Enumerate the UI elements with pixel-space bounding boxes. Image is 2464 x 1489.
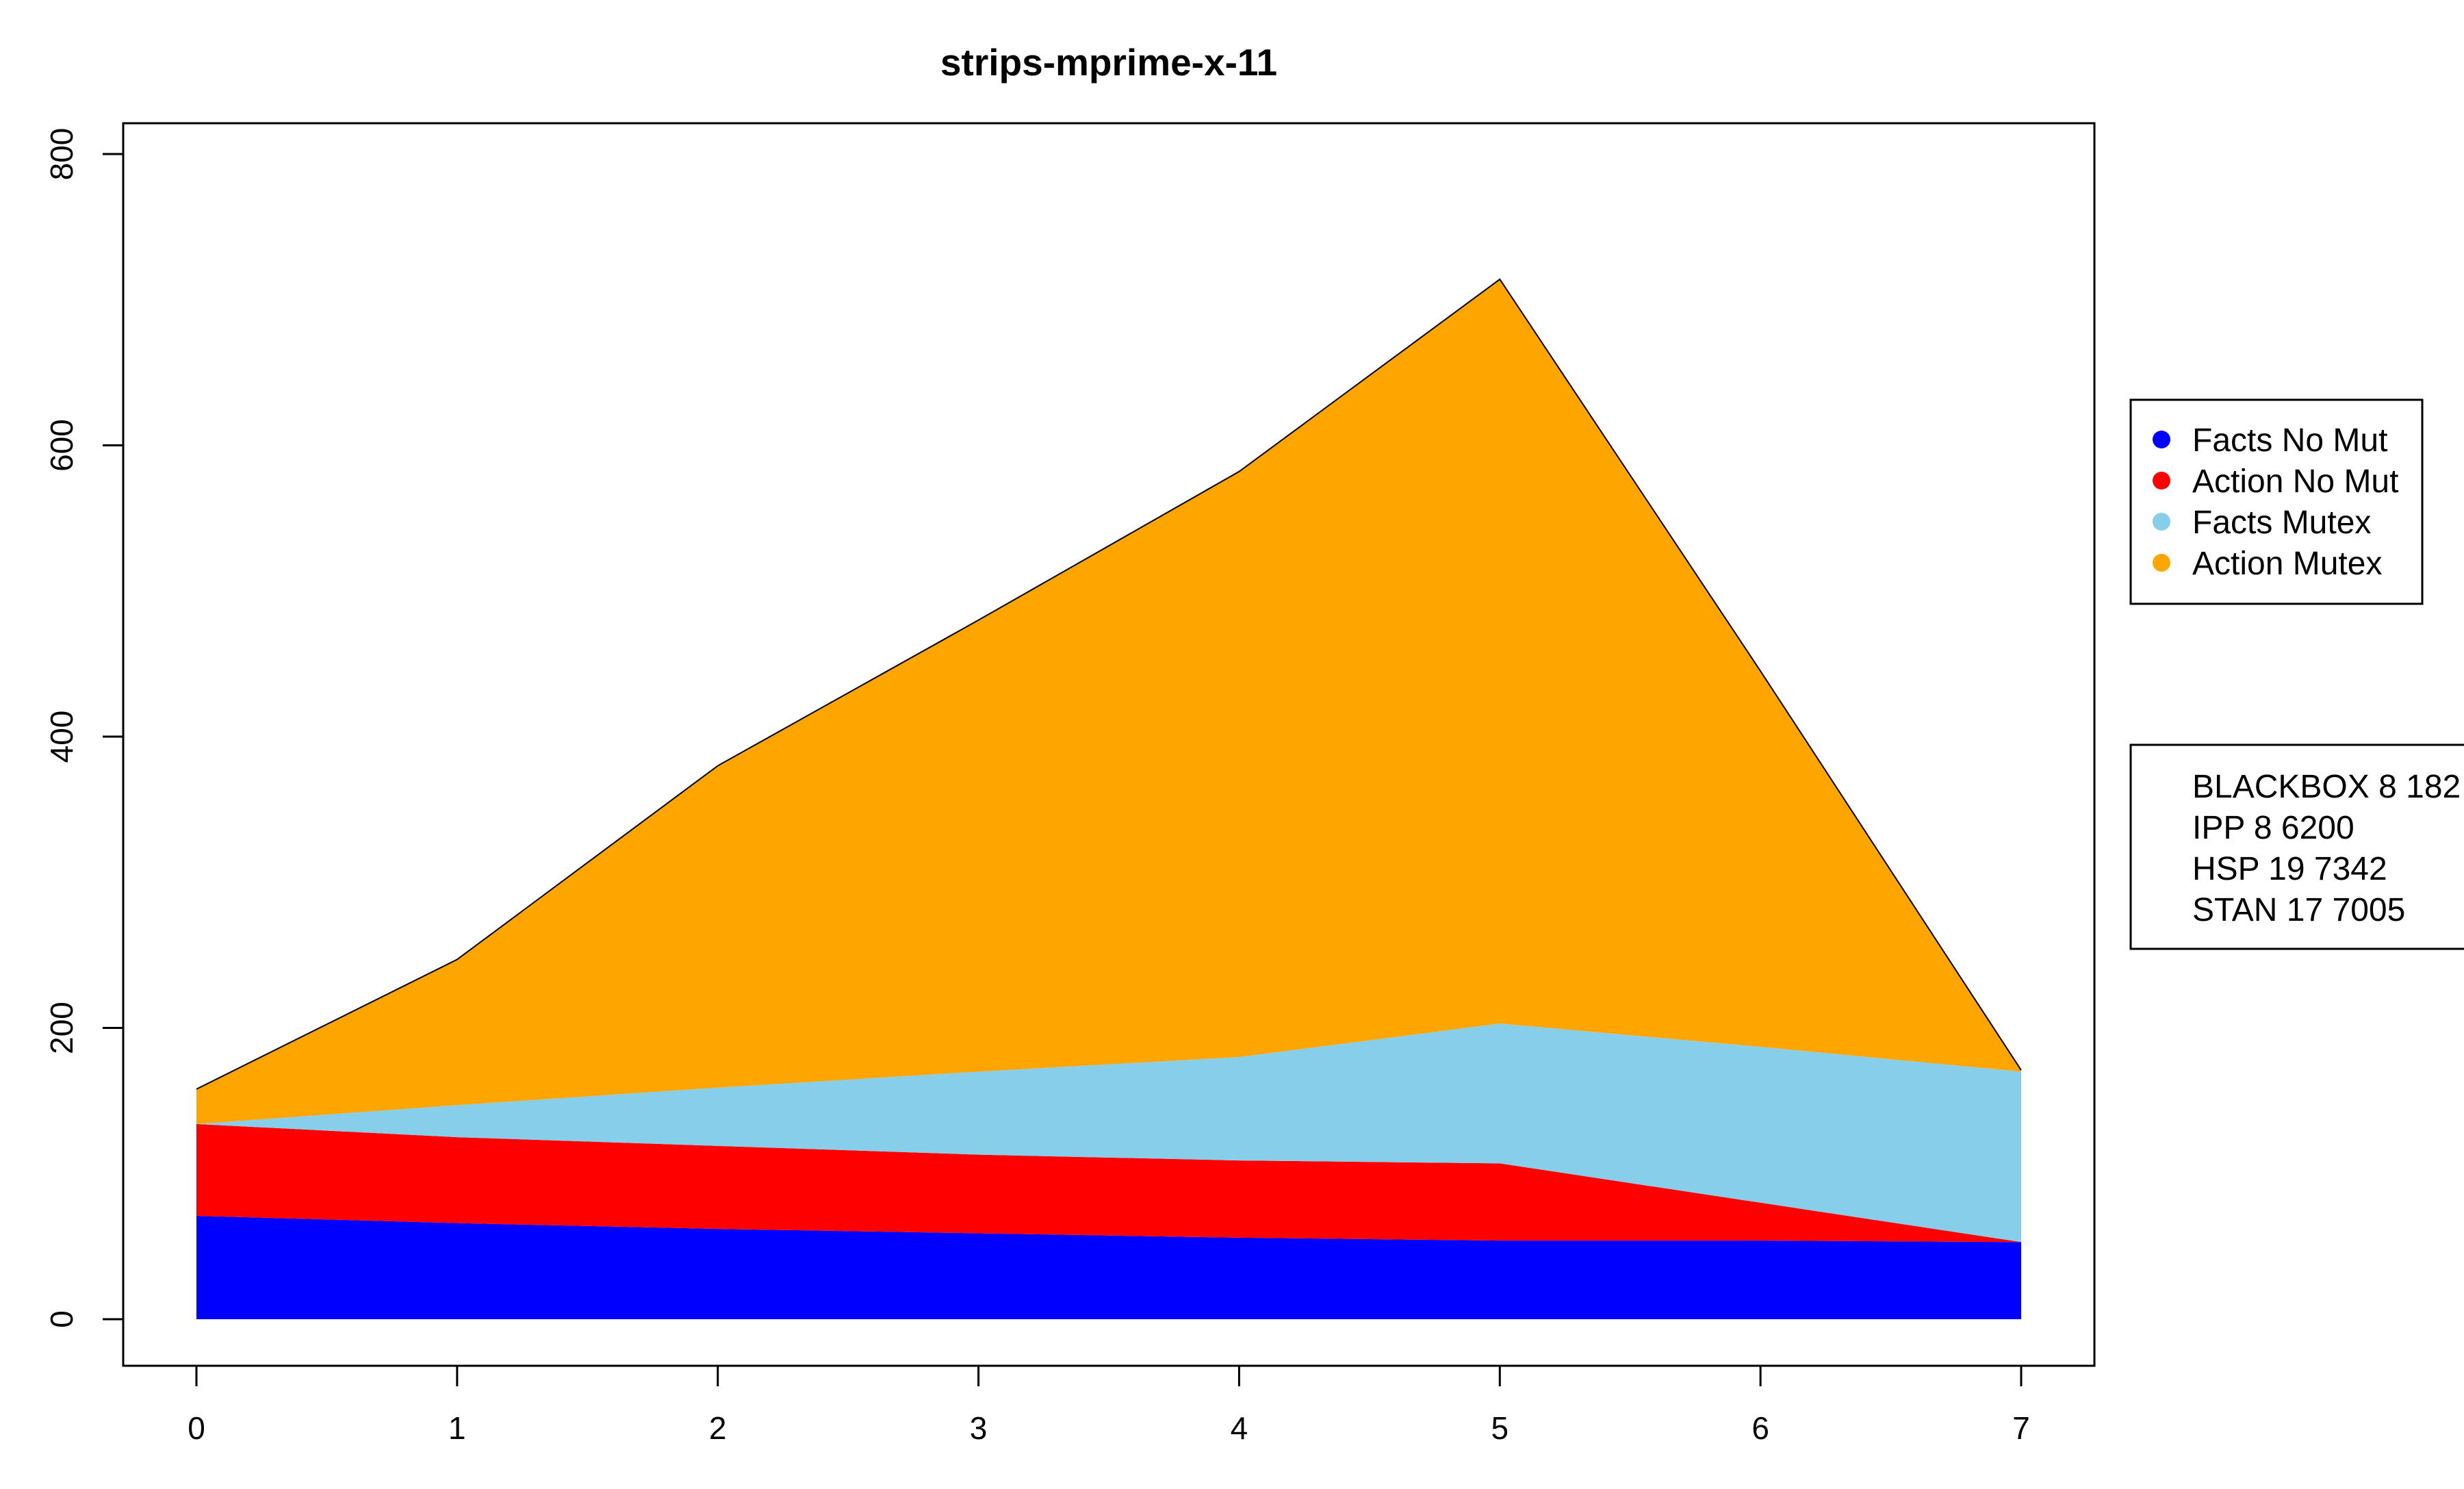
legend-marker-action-no-mut <box>2153 472 2170 489</box>
x-tick-label: 1 <box>448 1410 466 1446</box>
x-tick-label: 3 <box>970 1410 988 1446</box>
info-line: BLACKBOX 8 182 <box>2192 769 2461 805</box>
y-tick-label: 800 <box>44 128 79 181</box>
area-action-mutex <box>196 279 2021 1124</box>
legend-marker-action-mutex <box>2153 554 2170 572</box>
y-tick-label: 400 <box>44 711 79 763</box>
legend-marker-facts-no-mut <box>2153 431 2170 448</box>
y-tick-label: 600 <box>44 419 79 472</box>
x-tick-label: 6 <box>1751 1410 1769 1446</box>
y-tick-label: 0 <box>44 1310 79 1328</box>
legend-marker-facts-mutex <box>2153 513 2170 531</box>
info-box: BLACKBOX 8 182 IPP 8 6200 HSP 19 7342 STAN … <box>2129 743 2464 950</box>
x-tick-label: 0 <box>188 1410 205 1446</box>
total-outline <box>196 278 2022 1090</box>
info-line: HSP 19 7342 <box>2192 851 2387 887</box>
y-tick-label: 200 <box>44 1002 79 1054</box>
info-box-frame <box>2129 743 2464 950</box>
x-tick-label: 5 <box>1491 1410 1509 1446</box>
x-tick-label: 2 <box>709 1410 727 1446</box>
info-line: IPP 8 6200 <box>2192 810 2354 846</box>
stacked-areas <box>196 278 2022 1319</box>
y-axis: 0 200 400 600 800 <box>44 128 125 1328</box>
area-facts-no-mut <box>196 1215 2021 1319</box>
area-action-no-mut <box>196 1123 2021 1243</box>
legend-label-action-no-mut: Action No Mut <box>2192 463 2398 500</box>
area-facts-mutex <box>196 1023 2021 1243</box>
x-tick-label: 4 <box>1231 1410 1248 1446</box>
legend-box <box>2129 398 2424 605</box>
legend-label-facts-mutex: Facts Mutex <box>2192 505 2371 541</box>
x-axis: 0 1 2 3 4 5 6 7 <box>188 1364 2030 1446</box>
chart-title: strips-mprime-x-11 <box>940 41 1277 84</box>
legend-label-facts-no-mut: Facts No Mut <box>2192 422 2387 459</box>
legend: Facts No Mut Action No Mut Facts Mutex Acti… <box>2129 398 2424 605</box>
legend-label-action-mutex: Action Mutex <box>2192 546 2382 582</box>
info-line: STAN 17 7005 <box>2192 892 2405 928</box>
x-tick-label: 7 <box>2012 1410 2030 1446</box>
